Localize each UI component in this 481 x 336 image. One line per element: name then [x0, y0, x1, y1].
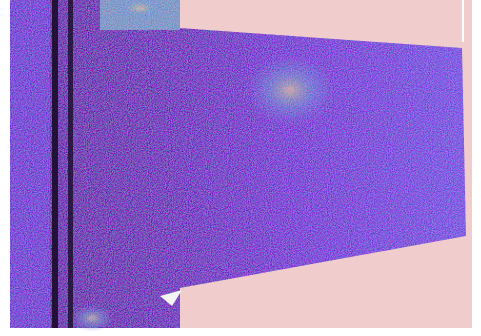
- dark-bar: [52, 0, 58, 328]
- hot-spot: [245, 55, 335, 125]
- left-strip: [10, 0, 50, 328]
- page: [0, 0, 481, 336]
- hot-spot-bottom: [70, 304, 114, 332]
- false-color-image: [0, 0, 481, 336]
- dark-bar: [68, 0, 73, 328]
